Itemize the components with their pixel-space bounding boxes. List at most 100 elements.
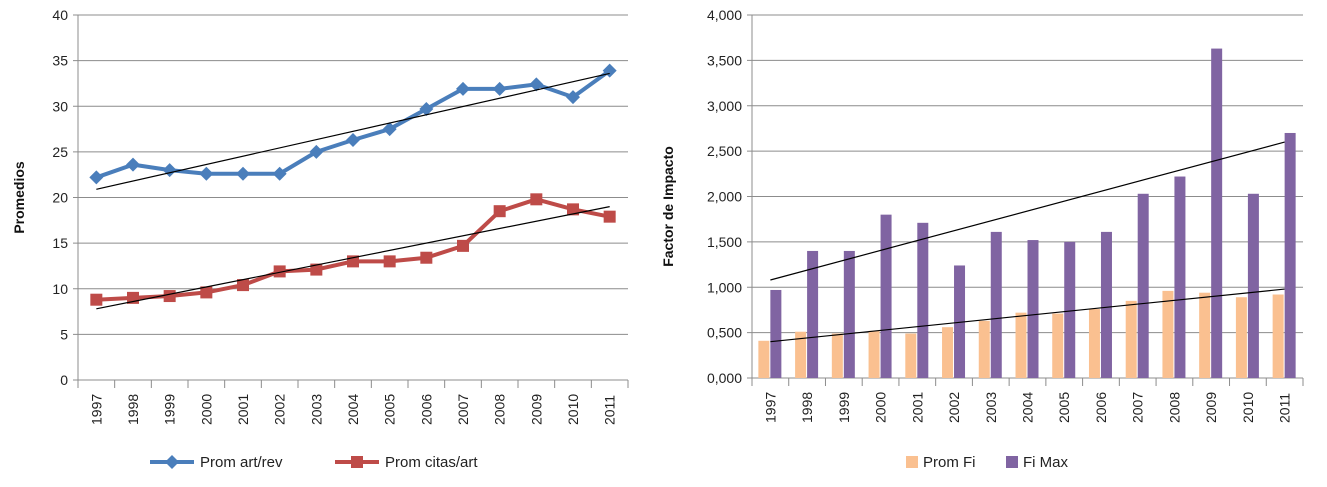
bar-prom-fi [905, 333, 917, 378]
left-y-tick-label: 10 [52, 281, 68, 297]
right-x-tick-label: 2003 [983, 392, 999, 423]
right-x-tick-label: 2006 [1093, 392, 1109, 423]
marker-citas-art [200, 286, 213, 299]
right-x-tick-label: 2004 [1020, 392, 1036, 423]
marker-art-rev [272, 166, 287, 181]
right-y-tick-label: 0,500 [707, 325, 742, 341]
right-y-tick-label: 2,500 [707, 143, 742, 159]
right-x-tick-label: 1998 [799, 392, 815, 423]
bar-fi-max [1284, 132, 1296, 378]
left-y-tick-label: 30 [52, 98, 68, 114]
right-y-tick-label: 4,000 [707, 7, 742, 23]
bar-prom-fi [758, 340, 770, 378]
right-y-tick-label: 1,000 [707, 279, 742, 295]
bar-prom-fi [1199, 292, 1211, 378]
marker-art-rev [346, 133, 360, 148]
marker-art-rev [199, 166, 214, 181]
marker-citas-art [163, 290, 176, 303]
legend-label-fi-max: Fi Max [1023, 454, 1069, 471]
marker-art-rev [456, 81, 470, 96]
marker-art-rev [89, 170, 104, 185]
line-series-citas-art [96, 197, 611, 302]
right-x-tick-label: 1997 [762, 392, 778, 423]
bar-prom-fi [1088, 309, 1100, 378]
right-x-tick-label: 2005 [1056, 392, 1072, 423]
right-x-tick-label: 2000 [873, 392, 889, 423]
left-x-tick-label: 1998 [125, 394, 141, 425]
left-x-tick-label: 2004 [345, 394, 361, 425]
left-x-tick-label: 2002 [272, 394, 288, 425]
bar-fi-max [770, 289, 782, 378]
left-x-tick-label: 1997 [88, 394, 104, 425]
right-y-axis-title: Factor de Impacto [660, 146, 676, 267]
bar-fi-max [954, 265, 966, 378]
trendline-art-rev [96, 72, 610, 190]
left-y-tick-label: 40 [52, 7, 68, 23]
right-y-tick-label: 1,500 [707, 234, 742, 250]
left-x-tick-label: 2005 [382, 394, 398, 425]
marker-art-rev [309, 144, 324, 159]
right-x-tick-label: 2002 [946, 392, 962, 423]
legend-label-prom-fi: Prom Fi [923, 454, 976, 471]
right-x-tick-label: 2011 [1277, 393, 1293, 423]
right-y-tick-label: 0,000 [707, 370, 742, 386]
marker-citas-art [383, 255, 396, 268]
marker-citas-art [567, 203, 579, 216]
left-x-tick-label: 1999 [162, 394, 178, 425]
right-x-tick-label: 2008 [1166, 392, 1182, 423]
marker-citas-art [310, 263, 323, 276]
trendline-prom-fi [770, 288, 1285, 343]
marker-art-rev [566, 90, 580, 105]
bar-fi-max [1211, 48, 1223, 378]
right-y-tick-label: 3,000 [707, 98, 742, 114]
left-x-tick-label: 2008 [492, 394, 508, 425]
legend-marker-art-rev [165, 455, 179, 469]
bar-prom-fi [1272, 294, 1284, 378]
marker-citas-art [530, 193, 543, 206]
bar-fi-max [990, 231, 1002, 378]
left-y-tick-label: 15 [52, 235, 68, 251]
marker-citas-art [493, 205, 506, 218]
bar-prom-fi [1052, 313, 1064, 378]
left-x-tick-label: 2006 [418, 394, 434, 425]
bar-prom-fi [868, 330, 880, 378]
marker-art-rev [236, 166, 250, 181]
right-x-tick-label: 1999 [836, 392, 852, 423]
legend-swatch-fi-max [1006, 456, 1018, 468]
bar-prom-fi [795, 331, 807, 378]
left-x-tick-label: 2011 [602, 395, 618, 425]
trendline-citas-art [96, 206, 610, 310]
bar-fi-max [1137, 193, 1149, 378]
left-x-tick-label: 2009 [528, 394, 544, 425]
bar-fi-max [1100, 231, 1112, 378]
left-y-tick-label: 5 [60, 326, 68, 342]
left-x-tick-label: 2010 [565, 394, 581, 425]
left-y-tick-label: 20 [52, 190, 68, 206]
trendline-fi-max [770, 141, 1285, 281]
marker-citas-art [237, 279, 249, 292]
left-y-tick-label: 25 [52, 144, 68, 160]
marker-art-rev [162, 163, 177, 178]
right-y-tick-label: 2,000 [707, 189, 742, 205]
bar-fi-max [807, 250, 819, 378]
right-y-tick-label: 3,500 [707, 52, 742, 68]
right-x-tick-label: 2007 [1130, 392, 1146, 423]
marker-art-rev [492, 81, 507, 96]
marker-citas-art [420, 251, 433, 264]
bar-fi-max [1247, 193, 1259, 378]
left-x-tick-label: 2001 [235, 394, 251, 425]
marker-citas-art [90, 293, 103, 306]
right-x-tick-label: 2001 [909, 392, 925, 423]
bar-prom-fi [1162, 290, 1174, 378]
right-x-tick-label: 2010 [1240, 392, 1256, 423]
bar-fi-max [1064, 241, 1076, 378]
bar-fi-max [917, 222, 929, 378]
bar-prom-fi [1015, 312, 1027, 378]
marker-citas-art [457, 239, 469, 252]
bar-fi-max [880, 214, 892, 378]
right-x-tick-label: 2009 [1203, 392, 1219, 423]
marker-art-rev [382, 122, 397, 137]
marker-art-rev [529, 77, 544, 92]
